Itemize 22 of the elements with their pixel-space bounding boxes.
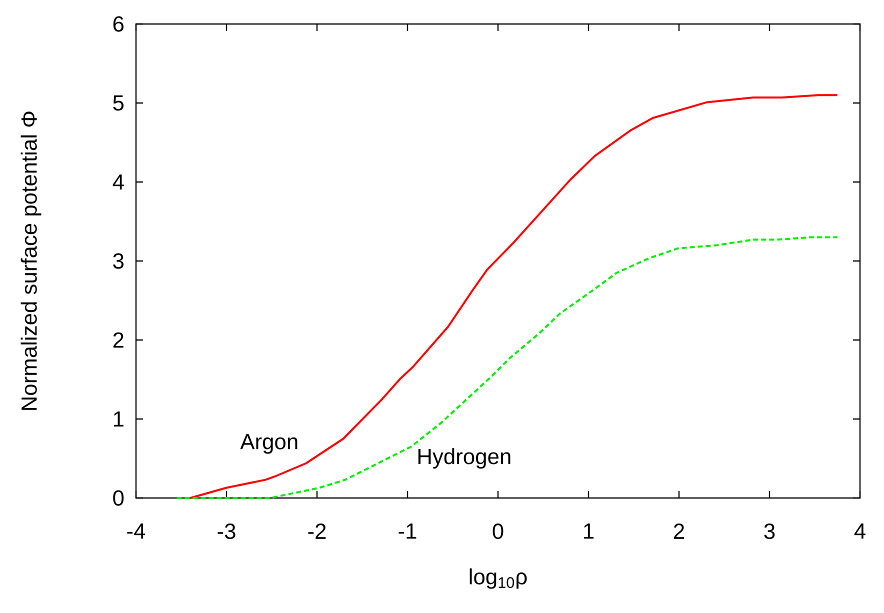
x-tick-label: -4 xyxy=(127,524,146,539)
x-tick-label: 1 xyxy=(584,524,594,539)
x-tick-label: -2 xyxy=(308,524,326,539)
y-tick-label: 4 xyxy=(112,174,124,190)
x-tick-label: 3 xyxy=(764,524,775,540)
line-series xyxy=(176,236,838,499)
x-tick-label: -1 xyxy=(398,524,416,539)
y-axis-title: Normalized surface potential Φ xyxy=(20,112,42,410)
x-tick-label: 2 xyxy=(674,524,684,539)
y-tick-label: 1 xyxy=(114,411,124,427)
y-tick-label: 2 xyxy=(113,332,124,348)
y-tick-label: 0 xyxy=(113,490,124,506)
series-label: Argon xyxy=(240,434,298,454)
x-tick-label: -3 xyxy=(218,524,236,540)
line-series xyxy=(189,94,838,499)
x-tick-label: 0 xyxy=(492,524,504,540)
y-tick-label: 6 xyxy=(113,16,124,32)
y-tick-label: 3 xyxy=(113,253,124,269)
series-label: Hydrogen xyxy=(418,448,510,469)
y-tick-label: 5 xyxy=(113,95,124,111)
x-tick-label: 4 xyxy=(854,524,866,539)
x-axis-title: log$_{10}$ρ xyxy=(470,568,527,589)
